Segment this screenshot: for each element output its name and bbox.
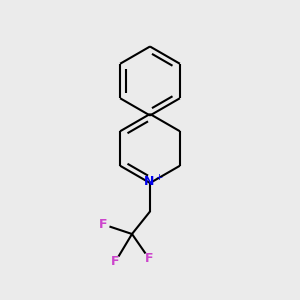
Text: F: F	[99, 218, 107, 232]
Text: N$^+$: N$^+$	[143, 174, 163, 189]
Text: F: F	[111, 255, 120, 268]
Text: F: F	[145, 252, 153, 266]
